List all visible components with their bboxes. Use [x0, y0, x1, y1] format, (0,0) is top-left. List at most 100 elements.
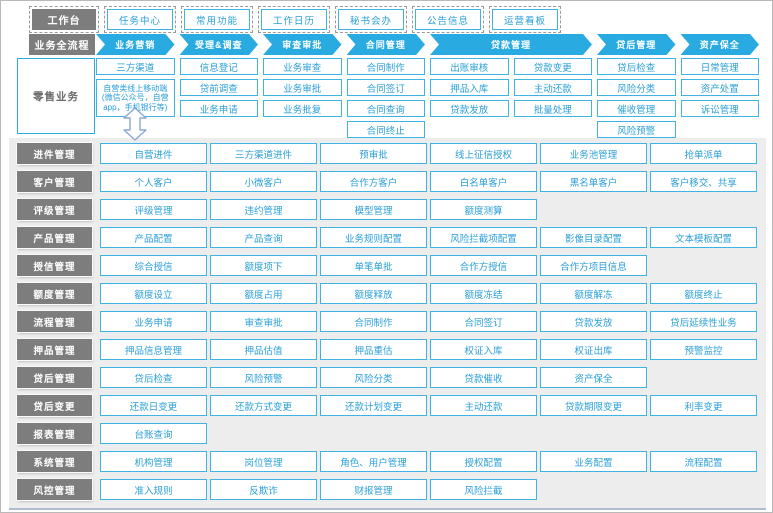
module-items: 业务申请 审查审批 合同制作 合同签订 贷款发放 贷后延续性业务 [100, 311, 757, 332]
module-row: 评级管理 评级管理 违约管理 模型管理 额度测算 [17, 199, 766, 220]
module-label: 贷后变更 [17, 395, 92, 416]
module-row: 贷后变更 还款日变更 还款方式变更 还款计划变更 主动还款 贷款期限变更 利率变更 [17, 395, 766, 416]
module-label: 贷后管理 [17, 367, 92, 388]
module-feature-box: 准入规则 [100, 479, 207, 500]
feature-box: 资产处置 [680, 79, 759, 96]
retail-column: 出账审核 押品入库 贷款发放 [430, 58, 509, 117]
module-feature-box: 三方渠道进件 [210, 143, 317, 164]
module-feature-box: 违约管理 [210, 199, 317, 220]
module-label: 押品管理 [17, 339, 92, 360]
feature-box: 押品入库 [430, 79, 509, 96]
module-feature-box: 业务配置 [540, 451, 647, 472]
module-feature-box: 小微客户 [210, 171, 317, 192]
module-row: 授信管理 综合授信 额度项下 单笔单批 合作方授信 合作方项目信息 [17, 255, 766, 276]
module-feature-box: 风险拦截项配置 [430, 227, 537, 248]
module-feature-box: 合作方项目信息 [540, 255, 647, 276]
module-row: 风控管理 准入规则 反欺诈 财报管理 风险拦截 [17, 479, 766, 500]
module-feature-box: 合同签订 [430, 311, 537, 332]
module-label: 评级管理 [17, 199, 92, 220]
feature-box: 业务审查 [263, 58, 342, 75]
module-feature-box: 额度项下 [210, 255, 317, 276]
module-feature-box: 风险分类 [320, 367, 427, 388]
feature-box: 合同查询 [346, 100, 425, 117]
process-flow-label: 业务全流程 [29, 34, 95, 55]
feature-box: 合同制作 [346, 58, 425, 75]
workbench-item: 任务中心 [107, 9, 173, 30]
module-feature-box: 业务池管理 [540, 143, 647, 164]
module-feature-box: 押品重估 [320, 339, 427, 360]
feature-box: 贷款发放 [430, 100, 509, 117]
module-feature-box: 还款计划变更 [320, 395, 427, 416]
process-stage: 贷后管理 [597, 34, 676, 55]
module-rows: 进件管理 自营进件 三方渠道进件 预审批 线上征信授权 业务池管理 抢单派单 客户管理 个人客户… [9, 143, 766, 500]
module-items: 产品配置 产品查询 业务规则配置 风险拦截项配置 影像目录配置 文本模板配置 [100, 227, 757, 248]
module-feature-box: 还款日变更 [100, 395, 207, 416]
module-feature-box: 文本模板配置 [650, 227, 757, 248]
module-feature-box: 产品查询 [210, 227, 317, 248]
feature-box: 业务审批 [263, 79, 342, 96]
module-feature-box: 白名单客户 [430, 171, 537, 192]
module-feature-box: 额度冻结 [430, 283, 537, 304]
module-row: 贷后管理 贷后检查 风险预警 风险分类 贷款催收 资产保全 [17, 367, 766, 388]
workbench-item: 公告信息 [415, 9, 481, 30]
module-feature-box: 合同制作 [320, 311, 427, 332]
module-items: 个人客户 小微客户 合作方客户 白名单客户 黑名单客户 客户移交、共享 [100, 171, 757, 192]
workbench-item: 工作日历 [261, 9, 327, 30]
module-feature-box: 业务规则配置 [320, 227, 427, 248]
module-feature-box: 黑名单客户 [540, 171, 647, 192]
module-label: 产品管理 [17, 227, 92, 248]
feature-box: 风险预警 [597, 121, 676, 138]
module-feature-box: 抢单派单 [650, 143, 757, 164]
module-label: 系统管理 [17, 451, 92, 472]
module-label: 授信管理 [17, 255, 92, 276]
module-feature-box: 额度解冻 [540, 283, 647, 304]
module-feature-box: 综合授信 [100, 255, 207, 276]
module-items: 还款日变更 还款方式变更 还款计划变更 主动还款 贷款期限变更 利率变更 [100, 395, 757, 416]
module-feature-box: 主动还款 [430, 395, 537, 416]
module-feature-box: 权证出库 [540, 339, 647, 360]
module-feature-box: 贷后延续性业务 [650, 311, 757, 332]
module-feature-box: 线上征信授权 [430, 143, 537, 164]
module-items: 评级管理 违约管理 模型管理 额度测算 [100, 199, 757, 220]
module-row: 押品管理 押品信息管理 押品估值 押品重估 权证入库 权证出库 预警监控 [17, 339, 766, 360]
module-label: 风控管理 [17, 479, 92, 500]
feature-box: 贷款变更 [513, 58, 592, 75]
module-feature-box: 反欺诈 [210, 479, 317, 500]
workbench-item-frame: 公告信息 [412, 6, 484, 33]
retail-column: 日常管理 资产处置 诉讼管理 [680, 58, 759, 117]
process-stage: 审查审批 [263, 34, 342, 55]
workbench-row: 工作台 任务中心 常用功能 工作日历 秘书会办 公告信息 运营看板 [29, 6, 561, 33]
workbench-item: 秘书会办 [338, 9, 404, 30]
feature-box: 业务申请 [179, 100, 258, 117]
module-feature-box: 台账查询 [100, 423, 207, 444]
module-feature-box: 风险拦截 [430, 479, 537, 500]
module-label: 报表管理 [17, 423, 92, 444]
module-feature-box: 贷款期限变更 [540, 395, 647, 416]
workbench-item: 常用功能 [184, 9, 250, 30]
feature-box: 催收管理 [597, 100, 676, 117]
module-items: 押品信息管理 押品估值 押品重估 权证入库 权证出库 预警监控 [100, 339, 757, 360]
feature-box: 贷前调查 [179, 79, 258, 96]
module-items: 台账查询 [100, 423, 757, 444]
retail-column: 贷款变更 主动还款 批量处理 [513, 58, 592, 117]
process-flow-stages: 业务营销 受理&调查 审查审批 合同管理 贷款管理 贷后管理 资产保全 [96, 34, 759, 55]
module-feature-box: 还款方式变更 [210, 395, 317, 416]
module-feature-box: 客户移交、共享 [650, 171, 757, 192]
module-feature-box: 个人客户 [100, 171, 207, 192]
feature-box: 合同终止 [346, 121, 425, 138]
module-feature-box: 额度测算 [430, 199, 537, 220]
retail-column: 业务审查业务审批业务批复 [263, 58, 342, 117]
retail-business-label: 零售业务 [17, 58, 95, 134]
module-label: 流程管理 [17, 311, 92, 332]
workbench-item-frame: 运营看板 [489, 6, 561, 33]
module-feature-box: 业务申请 [100, 311, 207, 332]
feature-box: 合同签订 [346, 79, 425, 96]
modules-panel: 进件管理 自营进件 三方渠道进件 预审批 线上征信授权 业务池管理 抢单派单 客户管理 个人客户… [9, 138, 766, 510]
module-feature-box: 授权配置 [430, 451, 537, 472]
feature-box: 业务批复 [263, 100, 342, 117]
module-feature-box: 押品估值 [210, 339, 317, 360]
module-row: 产品管理 产品配置 产品查询 业务规则配置 风险拦截项配置 影像目录配置 文本模板配置 [17, 227, 766, 248]
module-feature-box: 押品信息管理 [100, 339, 207, 360]
module-feature-box: 额度终止 [650, 283, 757, 304]
